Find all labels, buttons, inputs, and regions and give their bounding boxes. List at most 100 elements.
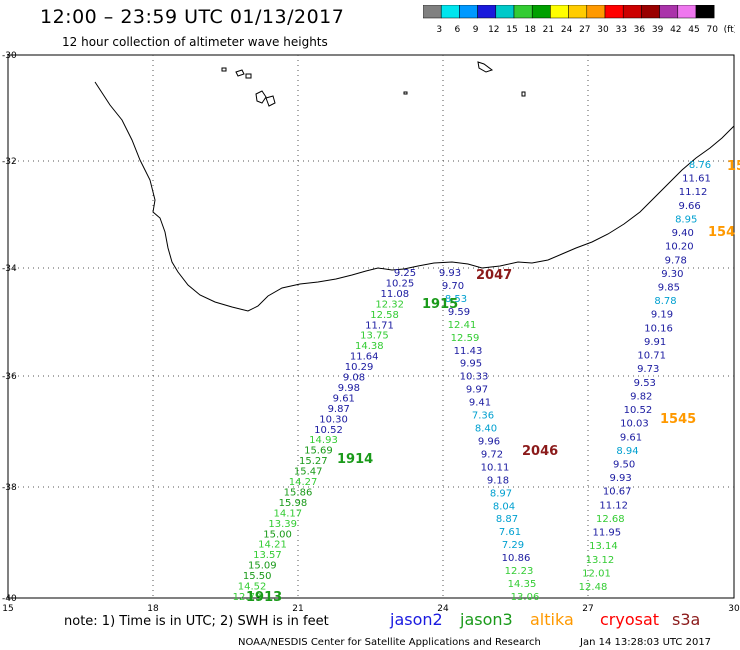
latitude-label: -38 <box>2 483 17 493</box>
wave-height-value: 9.91 <box>644 337 666 348</box>
color-scale-label: 70 <box>706 25 718 35</box>
wave-height-value: 15.69 <box>304 446 333 457</box>
wave-height-value: 12.58 <box>370 310 399 321</box>
satellite-legend-item: altika <box>530 610 574 629</box>
longitude-label: 30 <box>728 604 740 614</box>
wave-height-value: 15.27 <box>299 456 328 467</box>
wave-height-value: 9.87 <box>328 404 350 415</box>
wave-height-value: 10.52 <box>624 405 653 416</box>
wave-height-value: 11.43 <box>454 346 483 357</box>
wave-height-value: 13.39 <box>268 519 297 530</box>
wave-height-value: 10.33 <box>460 372 489 383</box>
wave-height-value: 9.97 <box>466 385 488 396</box>
wave-height-value: 12.23 <box>505 566 534 577</box>
pass-time-label: 15 <box>727 159 740 174</box>
longitude-label: 18 <box>147 604 159 614</box>
wave-height-value: 12.48 <box>579 582 608 593</box>
pass-time-label: 1914 <box>337 452 373 467</box>
wave-height-value: 11.12 <box>679 187 708 198</box>
wave-height-value: 15.00 <box>263 529 292 540</box>
island-2 <box>235 69 245 77</box>
wave-height-value: 9.93 <box>609 473 631 484</box>
wave-height-value: 10.20 <box>665 242 694 253</box>
wave-height-value: 9.78 <box>665 255 687 266</box>
wave-height-value: 8.76 <box>689 160 711 171</box>
color-scale-label: 6 <box>455 25 461 35</box>
color-scale-label: 36 <box>634 25 646 35</box>
wave-height-value: 15.50 <box>243 571 272 582</box>
wave-height-value: 9.82 <box>630 391 652 402</box>
latitude-label: -40 <box>2 594 17 604</box>
wave-height-value: 9.08 <box>343 373 365 384</box>
island-3 <box>245 73 252 79</box>
wave-height-value: 8.97 <box>490 488 512 499</box>
wave-height-value: 13.14 <box>589 541 618 552</box>
longitude-label: 27 <box>582 604 593 614</box>
wave-height-value: 12.79 <box>233 592 262 603</box>
wave-height-value: 13.75 <box>360 331 389 342</box>
pass-time-label: 2046 <box>522 444 558 459</box>
wave-height-value: 14.17 <box>273 508 302 519</box>
wave-height-value: 9.73 <box>637 364 659 375</box>
wave-height-value: 10.67 <box>603 487 632 498</box>
wave-height-value: 9.98 <box>338 383 360 394</box>
wave-height-value: 14.35 <box>508 579 537 590</box>
wave-height-value: 9.53 <box>634 378 656 389</box>
color-scale-label: 3 <box>436 25 442 35</box>
color-scale-label: 18 <box>524 25 536 35</box>
wave-height-value: 9.70 <box>442 281 464 292</box>
wave-height-value: 13.06 <box>511 592 540 603</box>
wave-height-value: 10.03 <box>620 419 649 430</box>
island-7 <box>477 61 494 73</box>
pass-time-label: 2047 <box>476 268 512 283</box>
pass-time-label: 1545 <box>660 412 696 427</box>
wave-height-value: 14.38 <box>355 341 384 352</box>
wave-height-value: 12.01 <box>582 568 611 579</box>
wave-height-value: 12.32 <box>375 299 404 310</box>
longitude-label: 24 <box>437 604 449 614</box>
latitude-label: -32 <box>2 157 17 167</box>
wave-height-value: 8.78 <box>654 296 676 307</box>
wave-height-value: 14.21 <box>258 540 287 551</box>
island-4 <box>255 90 267 104</box>
wave-height-value: 12.68 <box>596 514 625 525</box>
wave-height-value: 13.57 <box>253 550 282 561</box>
color-scale-label: 15 <box>506 25 517 35</box>
satellite-legend-item: s3a <box>672 610 700 629</box>
wave-height-value: 8.94 <box>616 446 638 457</box>
wave-height-value: 12.41 <box>448 320 477 331</box>
color-scale-label: 33 <box>615 25 626 35</box>
wave-height-value: 9.50 <box>613 460 635 471</box>
island-6 <box>403 91 408 95</box>
pass-time-label: 154 <box>708 225 735 240</box>
latitude-label: -36 <box>2 372 17 382</box>
wave-height-value: 9.61 <box>333 393 355 404</box>
latitude-label: -34 <box>2 264 17 274</box>
wave-height-value: 15.86 <box>284 488 313 499</box>
color-swatch <box>695 5 715 19</box>
color-scale-label: 45 <box>688 25 699 35</box>
satellite-legend-item: jason2 <box>389 610 443 629</box>
color-scale-label: 27 <box>579 25 590 35</box>
wave-height-value: 10.29 <box>345 362 374 373</box>
wave-height-value: 9.41 <box>469 398 491 409</box>
wave-height-value: 10.52 <box>314 425 343 436</box>
color-scale-label: 42 <box>670 25 681 35</box>
wave-height-value: 9.25 <box>394 268 416 279</box>
pass-time-label: 1915 <box>422 297 458 312</box>
wave-height-value: 9.72 <box>481 449 503 460</box>
wave-height-value: 11.95 <box>592 528 621 539</box>
color-scale-label: (ft) <box>724 25 735 35</box>
color-scale-label: 24 <box>561 25 573 35</box>
wave-height-value: 15.98 <box>279 498 308 509</box>
island-1 <box>221 67 227 72</box>
wave-height-value: 11.71 <box>365 320 394 331</box>
color-scale-label: 12 <box>488 25 499 35</box>
color-scale-label: 21 <box>543 25 554 35</box>
wave-height-value: 7.61 <box>499 527 521 538</box>
wave-height-value: 10.30 <box>319 414 348 425</box>
wave-height-value: 9.30 <box>661 269 683 280</box>
